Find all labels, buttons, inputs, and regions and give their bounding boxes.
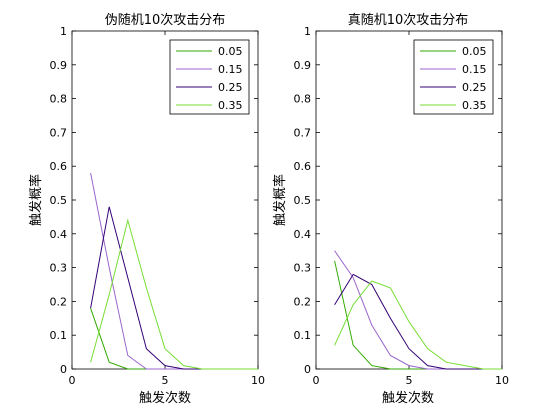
y-tick-label: 0.1 (50, 329, 68, 342)
subplot-pseudo-random: 伪随机10次攻击分布 触发次数 触发概率 0 0.1 0.2 0.3 0.4 0.5 0.6… (28, 12, 265, 406)
x-tick-label: 5 (162, 374, 169, 387)
legend-label: 0.25 (462, 81, 487, 94)
x-tick-label: 10 (251, 374, 265, 387)
legend-label: 0.35 (218, 99, 243, 112)
x-tick-label: 5 (406, 374, 413, 387)
x-tick-label: 10 (495, 374, 509, 387)
subplot-true-random: 真随机10次攻击分布 触发次数 触发概率 0 0.1 0.2 0.3 0.4 0.5 0.6… (272, 12, 509, 406)
y-axis-label: 触发概率 (272, 174, 288, 226)
series-line (90, 218, 258, 370)
y-tick-label: 0.9 (294, 59, 312, 72)
legend-label: 0.15 (218, 63, 243, 76)
chart-title: 伪随机10次攻击分布 (105, 12, 226, 28)
x-tick-label: 0 (313, 374, 320, 387)
y-tick-label: 0.7 (50, 126, 68, 139)
legend: 0.05 0.15 0.25 0.35 (413, 39, 494, 115)
y-tick-label: 0 (304, 363, 311, 376)
legend-box (413, 39, 494, 115)
y-tick-label: 0.8 (294, 93, 312, 106)
y-tick-label: 0.3 (50, 262, 68, 275)
y-tick-label: 0.1 (294, 329, 312, 342)
x-axis-label: 触发次数 (382, 390, 434, 406)
x-axis-label: 触发次数 (139, 390, 191, 406)
y-tick-label: 0.5 (294, 194, 312, 207)
y-tick-label: 0.6 (50, 160, 68, 173)
y-tick-label: 0.7 (294, 126, 312, 139)
y-tick-label: 0 (60, 363, 67, 376)
series-line (334, 273, 502, 370)
plot-area: 00.10.20.30.40.50.60.70.80.910 5 10 (50, 25, 266, 387)
chart-title: 真随机10次攻击分布 (348, 12, 469, 28)
series-line (334, 280, 502, 370)
y-tick-label: 0.6 (294, 160, 312, 173)
legend-label: 0.15 (462, 63, 487, 76)
y-tick-label: 1 (60, 25, 67, 38)
legend-box (169, 39, 250, 115)
legend-label: 0.35 (462, 99, 487, 112)
y-tick-label: 0.8 (50, 93, 68, 106)
y-tick-label: 0.9 (50, 59, 68, 72)
plot-area: 00.10.20.30.40.50.60.70.80.910 5 10 (294, 25, 510, 387)
legend-label: 0.25 (218, 81, 243, 94)
y-axis-label: 触发概率 (28, 174, 44, 226)
y-tick-label: 0.2 (50, 295, 68, 308)
y-tick-label: 0.4 (50, 228, 68, 241)
legend: 0.05 0.15 0.25 0.35 (169, 39, 250, 115)
legend-label: 0.05 (462, 45, 487, 58)
legend-label: 0.05 (218, 45, 243, 58)
x-tick-label: 0 (69, 374, 76, 387)
y-tick-label: 0.3 (294, 262, 312, 275)
y-tick-label: 0.2 (294, 295, 312, 308)
y-tick-label: 0.5 (50, 194, 68, 207)
y-tick-label: 1 (304, 25, 311, 38)
y-tick-label: 0.4 (294, 228, 312, 241)
